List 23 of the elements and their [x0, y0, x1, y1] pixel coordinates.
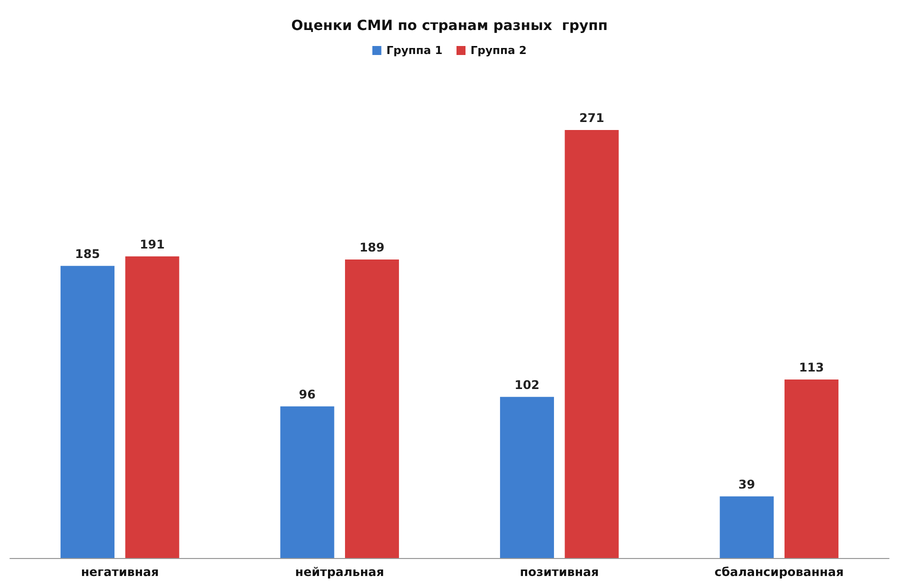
data-label: 189	[359, 240, 385, 255]
bar	[720, 496, 774, 558]
x-tick-label: нейтральная	[295, 565, 384, 579]
bar	[60, 266, 114, 558]
bar	[564, 130, 619, 558]
data-label: 191	[140, 237, 165, 252]
data-label: 185	[74, 246, 100, 261]
bar	[125, 256, 180, 558]
x-tick-label: сбалансированная	[714, 565, 844, 579]
legend-label: Группа 2	[470, 44, 527, 57]
chart-title: Оценки СМИ по странам разных групп	[291, 18, 608, 34]
bar	[500, 396, 554, 558]
x-tick-label: позитивная	[520, 565, 599, 579]
data-label: 39	[738, 477, 756, 492]
bar	[784, 380, 838, 558]
x-tick-label: негативная	[80, 565, 159, 579]
legend-label: Группа 1	[386, 44, 443, 57]
data-label: 102	[514, 378, 540, 392]
data-label: 96	[298, 387, 316, 402]
bar	[280, 406, 334, 558]
data-label: 113	[798, 360, 824, 375]
data-label: 271	[579, 111, 604, 126]
bar	[345, 260, 399, 558]
